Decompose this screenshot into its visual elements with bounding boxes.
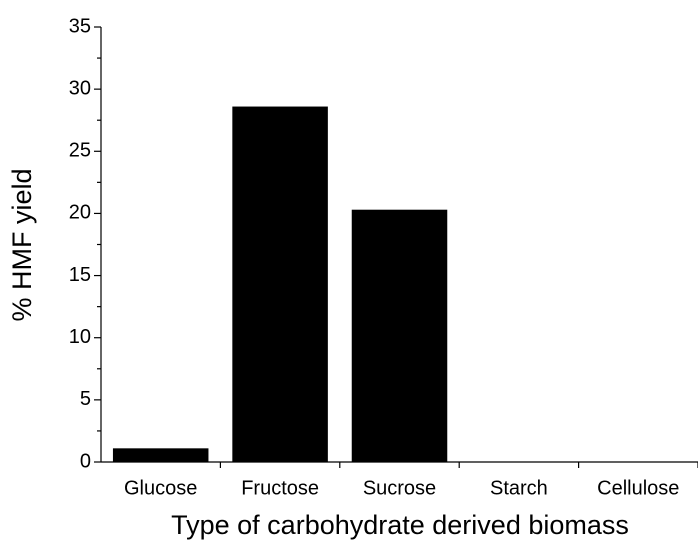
y-tick-label: 15 — [69, 264, 91, 286]
y-tick-label: 25 — [69, 140, 91, 162]
y-tick-label: 35 — [69, 15, 91, 37]
bar — [112, 448, 209, 462]
x-tick-label: Cellulose — [597, 477, 679, 499]
y-axis-title: % HMF yield — [7, 168, 37, 321]
x-axis-title: Type of carbohydrate derived biomass — [171, 510, 629, 540]
x-tick-label: Glucose — [124, 477, 197, 499]
y-tick-label: 5 — [80, 388, 91, 410]
y-tick-label: 0 — [80, 450, 91, 472]
y-tick-label: 20 — [69, 202, 91, 224]
x-tick-label: Fructose — [241, 477, 319, 499]
x-tick-label: Sucrose — [363, 477, 436, 499]
bar — [351, 209, 448, 462]
bar — [232, 106, 328, 463]
x-tick-label: Starch — [490, 477, 548, 499]
y-tick-label: 10 — [69, 326, 91, 348]
y-tick-label: 30 — [69, 77, 91, 99]
